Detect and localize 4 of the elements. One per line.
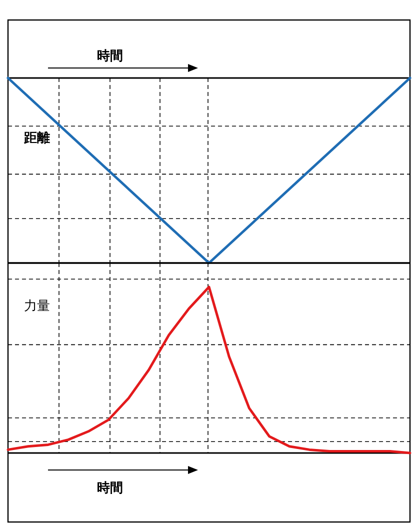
y-axis-title: 距離	[23, 130, 50, 145]
x-axis-title: 時間	[97, 48, 123, 63]
y-axis-title: 力量	[24, 298, 50, 313]
x-axis-title: 時間	[97, 480, 123, 495]
